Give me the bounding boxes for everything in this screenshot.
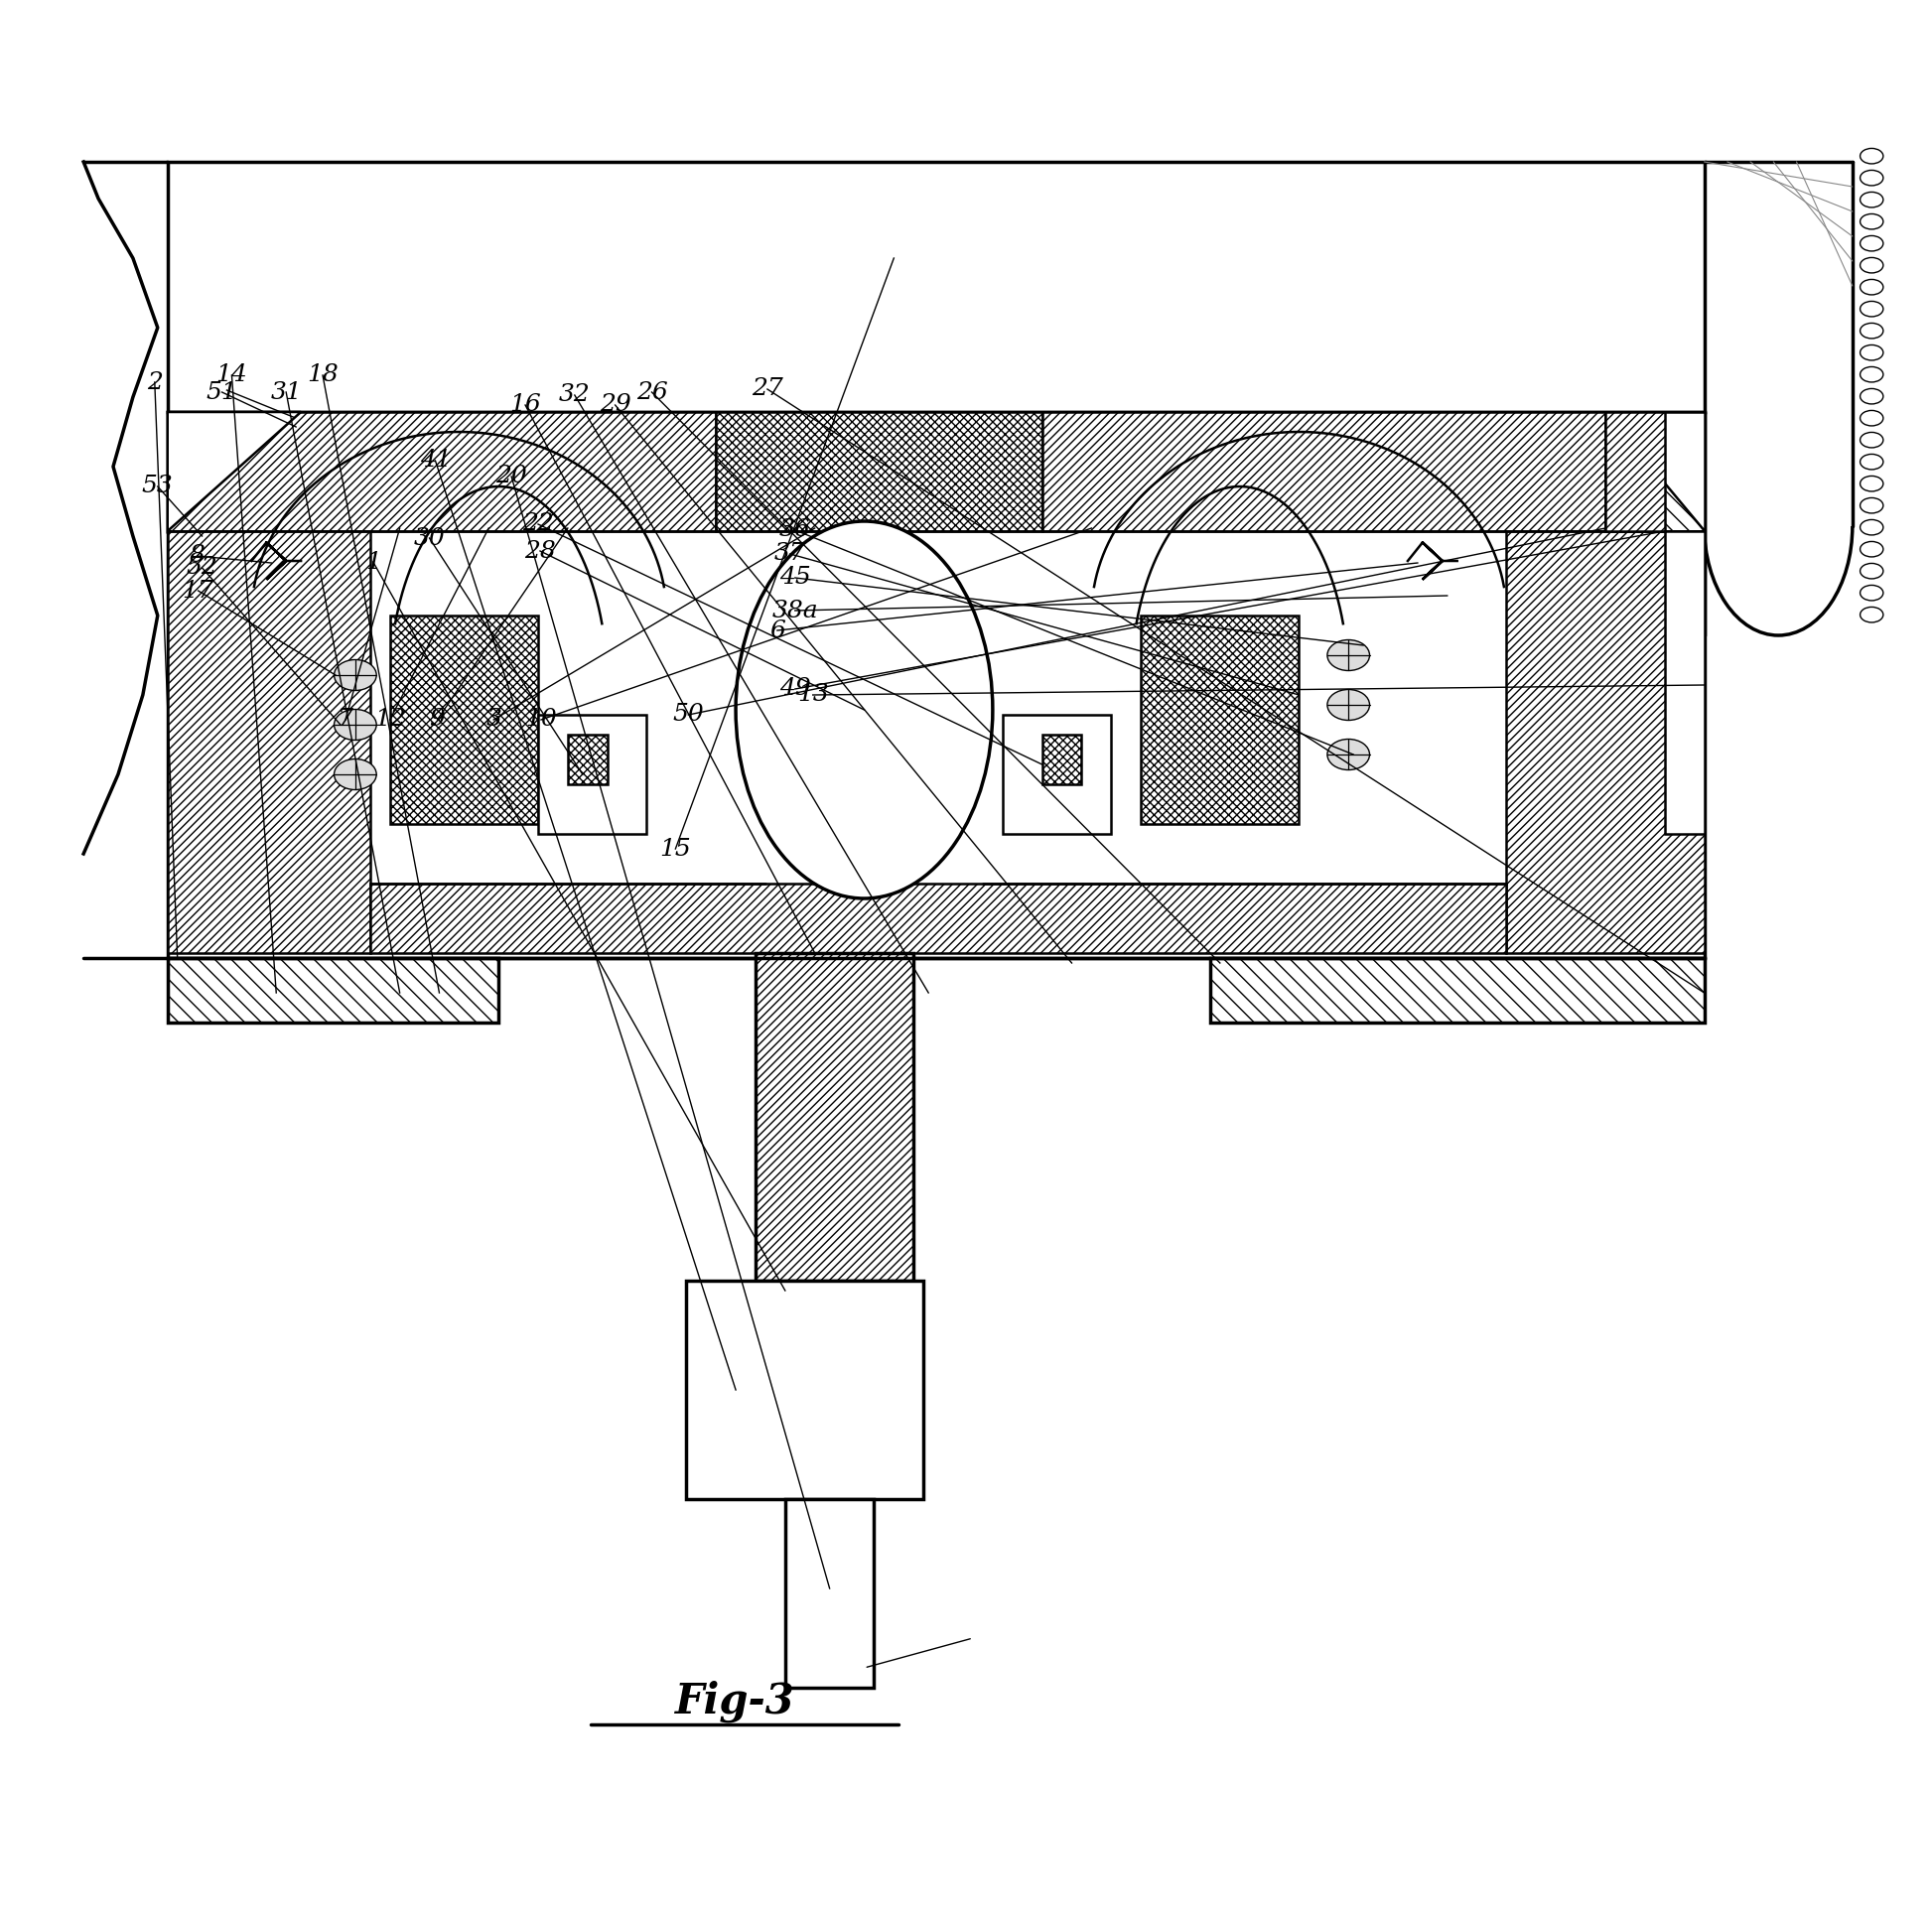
Polygon shape xyxy=(168,412,301,531)
Text: 26: 26 xyxy=(636,381,668,404)
Ellipse shape xyxy=(1861,213,1884,229)
Text: 15: 15 xyxy=(659,837,692,860)
Ellipse shape xyxy=(1861,171,1884,187)
Bar xyxy=(1507,531,1704,954)
Ellipse shape xyxy=(1861,454,1884,469)
Text: 9: 9 xyxy=(429,708,444,731)
Text: 12: 12 xyxy=(375,708,406,731)
Text: 18: 18 xyxy=(307,363,338,387)
Bar xyxy=(1003,715,1111,835)
Ellipse shape xyxy=(1861,433,1884,448)
Polygon shape xyxy=(1209,958,1704,1023)
Bar xyxy=(1605,412,1665,531)
Bar xyxy=(1665,531,1704,835)
Ellipse shape xyxy=(1861,410,1884,425)
Text: 22: 22 xyxy=(522,513,554,537)
Bar xyxy=(1605,412,1704,531)
Text: Fig-3: Fig-3 xyxy=(676,1681,796,1723)
Text: 30: 30 xyxy=(413,527,444,550)
Text: 27: 27 xyxy=(752,377,782,400)
Ellipse shape xyxy=(1861,302,1884,317)
Text: 8: 8 xyxy=(189,544,205,567)
Bar xyxy=(568,735,607,785)
Text: 32: 32 xyxy=(558,385,591,406)
Bar xyxy=(168,412,717,531)
Bar xyxy=(1041,735,1082,785)
Text: 20: 20 xyxy=(497,465,527,488)
Text: 10: 10 xyxy=(526,708,556,731)
Bar xyxy=(1041,412,1605,531)
Text: 17: 17 xyxy=(182,579,214,602)
Text: 7: 7 xyxy=(338,708,354,731)
Ellipse shape xyxy=(334,660,377,690)
Text: 41: 41 xyxy=(419,450,450,471)
Text: 2: 2 xyxy=(147,371,162,394)
Text: 38a: 38a xyxy=(773,600,817,621)
Ellipse shape xyxy=(1861,344,1884,360)
Text: 53: 53 xyxy=(141,475,174,498)
Text: 52: 52 xyxy=(185,556,218,579)
Bar xyxy=(539,715,647,835)
Text: 13: 13 xyxy=(798,683,829,706)
Bar xyxy=(755,954,914,1281)
Ellipse shape xyxy=(1861,367,1884,383)
Text: 37: 37 xyxy=(775,542,806,565)
Ellipse shape xyxy=(1861,258,1884,273)
Text: 16: 16 xyxy=(510,394,541,417)
Ellipse shape xyxy=(1861,563,1884,579)
Ellipse shape xyxy=(1861,388,1884,404)
Bar xyxy=(168,412,1704,958)
Ellipse shape xyxy=(334,760,377,790)
Ellipse shape xyxy=(1861,192,1884,208)
Ellipse shape xyxy=(1861,585,1884,600)
Text: 1: 1 xyxy=(365,550,381,573)
Text: 50: 50 xyxy=(672,704,703,727)
Ellipse shape xyxy=(1861,279,1884,294)
Bar xyxy=(784,1500,873,1688)
Bar xyxy=(686,1281,923,1500)
Polygon shape xyxy=(1605,412,1704,531)
Polygon shape xyxy=(168,162,1704,412)
Ellipse shape xyxy=(1861,498,1884,513)
Ellipse shape xyxy=(1861,148,1884,163)
Ellipse shape xyxy=(1327,640,1370,671)
Text: 31: 31 xyxy=(270,381,301,404)
Ellipse shape xyxy=(1327,690,1370,721)
Text: 29: 29 xyxy=(599,394,632,417)
Text: 14: 14 xyxy=(216,363,247,387)
Ellipse shape xyxy=(1861,477,1884,492)
Text: 45: 45 xyxy=(779,567,811,588)
Ellipse shape xyxy=(736,521,993,898)
Text: 6: 6 xyxy=(769,619,784,642)
Polygon shape xyxy=(168,958,498,1023)
Ellipse shape xyxy=(1861,323,1884,338)
Text: 51: 51 xyxy=(207,381,238,404)
Bar xyxy=(1142,615,1298,823)
Ellipse shape xyxy=(1861,519,1884,535)
Bar xyxy=(168,531,371,954)
Text: 49: 49 xyxy=(779,677,811,700)
Bar xyxy=(717,412,1041,531)
Ellipse shape xyxy=(1861,542,1884,558)
Bar xyxy=(371,883,1507,954)
Ellipse shape xyxy=(334,710,377,740)
Ellipse shape xyxy=(1861,237,1884,252)
Text: 36: 36 xyxy=(779,519,811,542)
Text: 28: 28 xyxy=(524,540,556,562)
Bar xyxy=(390,615,539,823)
Ellipse shape xyxy=(1861,608,1884,623)
Ellipse shape xyxy=(1327,738,1370,769)
Text: 3: 3 xyxy=(485,708,502,731)
